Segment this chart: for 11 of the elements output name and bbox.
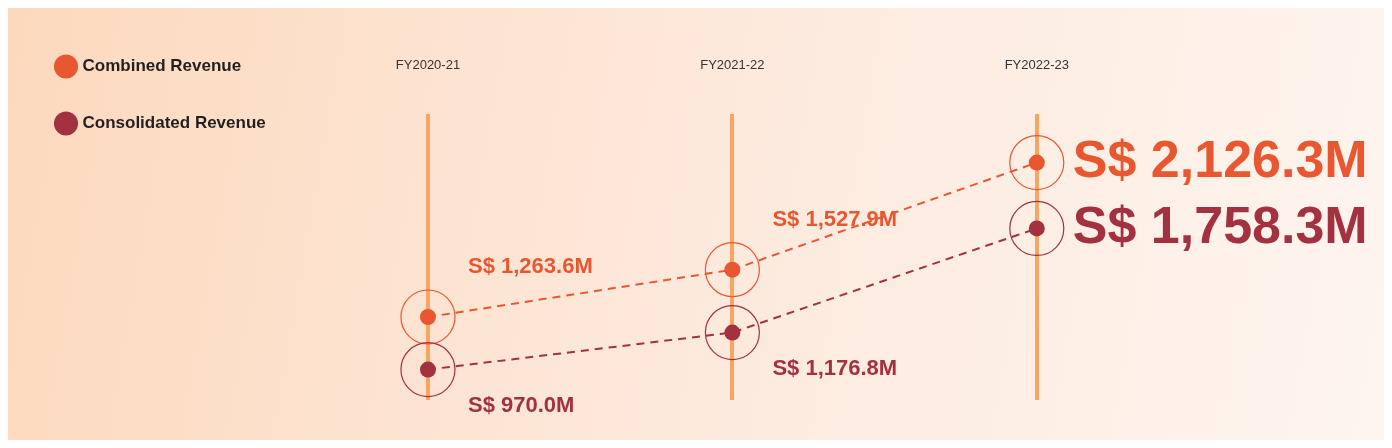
- legend-label: Consolidated Revenue: [82, 113, 266, 133]
- x-tick-label: FY2020-21: [395, 57, 461, 73]
- data-label: S$ 970.0M: [467, 391, 575, 417]
- x-tick-label: FY2022-23: [1004, 57, 1069, 73]
- legend-label: Combined Revenue: [82, 56, 242, 76]
- data-label: S$ 1,758.3M: [1072, 195, 1368, 254]
- x-tick-label: FY2021-22: [700, 57, 765, 73]
- data-label: S$ 1,527.9M: [772, 205, 898, 231]
- data-label: S$ 1,263.6M: [467, 253, 593, 279]
- data-label: S$ 2,126.3M: [1072, 129, 1368, 188]
- data-label: S$ 1,176.8M: [772, 354, 898, 380]
